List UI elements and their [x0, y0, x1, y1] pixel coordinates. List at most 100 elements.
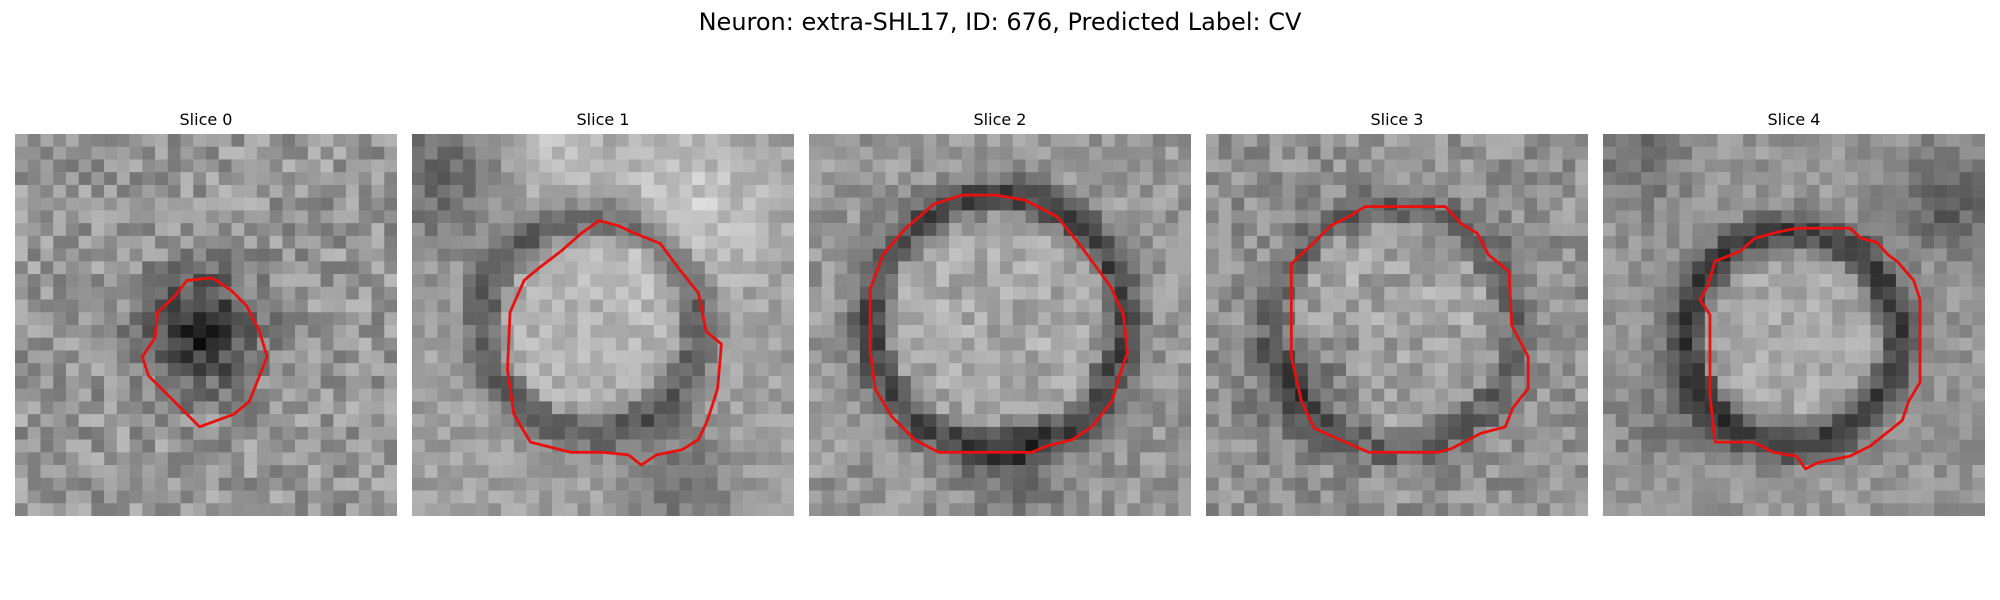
pixel — [1038, 184, 1052, 198]
pixel — [1832, 426, 1846, 440]
pixel — [1012, 414, 1026, 428]
pixel — [1218, 210, 1232, 224]
pixel — [1409, 337, 1423, 351]
pixel — [949, 439, 963, 453]
pixel — [1692, 503, 1706, 516]
pixel — [809, 159, 822, 173]
pixel — [1460, 414, 1474, 428]
pixel — [1269, 414, 1283, 428]
pixel — [1435, 312, 1449, 326]
pixel — [1972, 414, 1985, 428]
pixel — [1524, 388, 1538, 402]
pixel — [1959, 503, 1973, 516]
pixel — [834, 184, 848, 198]
pixel — [1231, 452, 1245, 466]
pixel — [1101, 299, 1115, 313]
pixel — [1844, 134, 1858, 147]
pixel — [1165, 337, 1179, 351]
pixel — [1244, 184, 1258, 198]
pixel — [358, 261, 372, 275]
pixel — [1269, 134, 1283, 147]
pixel — [53, 312, 67, 326]
pixel — [1653, 414, 1667, 428]
pixel — [1641, 223, 1655, 237]
pixel — [282, 350, 296, 364]
pixel — [116, 414, 130, 428]
pixel — [1447, 414, 1461, 428]
pixel — [437, 465, 451, 479]
pixel — [577, 325, 591, 338]
pixel — [743, 490, 757, 504]
pixel — [346, 172, 360, 186]
pixel — [371, 363, 385, 377]
pixel — [193, 248, 207, 262]
pixel — [1269, 248, 1283, 262]
pixel — [1972, 503, 1985, 516]
pixel — [1704, 452, 1718, 466]
pixel — [1781, 477, 1795, 491]
pixel — [1460, 248, 1474, 262]
pixel — [1089, 223, 1103, 237]
pixel — [40, 146, 54, 160]
pixel — [949, 261, 963, 275]
pixel — [743, 325, 757, 338]
pixel — [1101, 439, 1115, 453]
pixel — [384, 248, 397, 262]
pixel — [1806, 134, 1820, 147]
pixel — [193, 210, 207, 224]
pixel — [923, 235, 937, 249]
pixel — [1537, 465, 1551, 479]
pixel — [1946, 235, 1960, 249]
pixel — [1307, 375, 1321, 389]
pixel — [564, 465, 578, 479]
pixel — [437, 223, 451, 237]
pixel — [1524, 363, 1538, 377]
pixel — [1549, 235, 1563, 249]
pixel — [1282, 172, 1296, 186]
pixel — [1346, 299, 1360, 313]
pixel — [282, 452, 296, 466]
pixel — [821, 312, 835, 326]
pixel — [539, 388, 553, 402]
pixel — [1307, 223, 1321, 237]
pixel — [231, 299, 245, 313]
pixel — [358, 248, 372, 262]
pixel — [269, 414, 283, 428]
pixel — [167, 286, 181, 300]
pixel — [1768, 146, 1782, 160]
pixel — [653, 248, 667, 262]
pixel — [1346, 363, 1360, 377]
pixel — [1524, 325, 1538, 338]
pixel — [1794, 248, 1807, 262]
pixel — [809, 325, 822, 338]
pixel — [1076, 274, 1090, 288]
pixel — [1692, 337, 1706, 351]
pixel — [1473, 350, 1487, 364]
pixel — [206, 426, 219, 440]
pixel — [1050, 414, 1064, 428]
pixel — [437, 248, 451, 262]
pixel — [488, 274, 502, 288]
pixel — [1615, 414, 1629, 428]
pixel — [1460, 426, 1474, 440]
pixel — [834, 134, 848, 147]
pixel — [923, 388, 937, 402]
pixel — [1615, 439, 1629, 453]
pixel — [1371, 426, 1385, 440]
pixel — [1857, 337, 1871, 351]
pixel — [333, 274, 347, 288]
pixel — [167, 299, 181, 313]
pixel — [717, 503, 731, 516]
pixel — [1781, 261, 1795, 275]
pixel — [1615, 452, 1629, 466]
pixel — [244, 503, 258, 516]
pixel — [27, 426, 41, 440]
pixel — [27, 146, 41, 160]
pixel — [641, 172, 655, 186]
pixel — [552, 350, 566, 364]
pixel — [1140, 414, 1154, 428]
pixel — [1781, 426, 1795, 440]
pixel — [1269, 388, 1283, 402]
pixel — [27, 414, 41, 428]
pixel — [1025, 401, 1039, 415]
